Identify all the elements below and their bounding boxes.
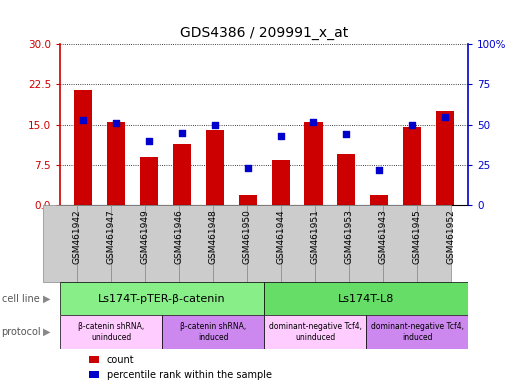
FancyBboxPatch shape [383,205,417,282]
FancyBboxPatch shape [247,205,281,282]
FancyBboxPatch shape [315,205,349,282]
Text: ▶: ▶ [43,293,51,304]
Bar [403,127,421,205]
FancyBboxPatch shape [264,315,366,349]
Text: GSM461949: GSM461949 [141,209,150,264]
Point [211,122,219,128]
Text: GSM461945: GSM461945 [413,209,422,264]
Bar [238,195,257,205]
FancyBboxPatch shape [60,315,162,349]
FancyBboxPatch shape [77,205,111,282]
Point [178,130,186,136]
Legend: count, percentile rank within the sample: count, percentile rank within the sample [85,351,276,384]
Point [79,117,87,123]
FancyBboxPatch shape [162,315,264,349]
Text: ▶: ▶ [43,327,51,337]
FancyBboxPatch shape [213,205,247,282]
FancyBboxPatch shape [417,205,451,282]
FancyBboxPatch shape [60,282,264,315]
Bar [337,154,356,205]
Bar [304,122,323,205]
FancyBboxPatch shape [43,205,77,282]
Point [145,138,153,144]
Text: cell line: cell line [2,293,39,304]
Bar [206,130,224,205]
Text: β-catenin shRNA,
induced: β-catenin shRNA, induced [180,323,246,342]
Text: GSM461943: GSM461943 [379,209,388,264]
Point [342,131,350,137]
Text: GSM461948: GSM461948 [209,209,218,264]
Point [309,119,317,125]
Bar [436,111,454,205]
Point [441,114,449,120]
FancyBboxPatch shape [111,205,145,282]
Title: GDS4386 / 209991_x_at: GDS4386 / 209991_x_at [180,26,348,40]
Point [276,133,285,139]
FancyBboxPatch shape [145,205,179,282]
Bar [271,160,290,205]
Bar [173,144,191,205]
Bar [140,157,158,205]
Text: GSM461947: GSM461947 [107,209,116,264]
FancyBboxPatch shape [179,205,213,282]
Point [408,122,416,128]
Text: dominant-negative Tcf4,
induced: dominant-negative Tcf4, induced [371,323,463,342]
Point [244,165,252,171]
Bar [107,122,125,205]
Text: GSM461950: GSM461950 [243,209,252,264]
Text: protocol: protocol [2,327,41,337]
Text: dominant-negative Tcf4,
uninduced: dominant-negative Tcf4, uninduced [269,323,361,342]
Text: GSM461952: GSM461952 [447,209,456,264]
Bar [370,195,388,205]
Text: Ls174T-L8: Ls174T-L8 [338,293,394,304]
FancyBboxPatch shape [281,205,315,282]
Bar [74,90,92,205]
Text: GSM461944: GSM461944 [277,209,286,264]
Point [375,167,383,173]
Text: Ls174T-pTER-β-catenin: Ls174T-pTER-β-catenin [98,293,226,304]
Point [112,120,120,126]
Text: GSM461942: GSM461942 [73,209,82,264]
FancyBboxPatch shape [349,205,383,282]
Text: GSM461953: GSM461953 [345,209,354,264]
Text: GSM461946: GSM461946 [175,209,184,264]
FancyBboxPatch shape [264,282,468,315]
FancyBboxPatch shape [366,315,468,349]
Text: GSM461951: GSM461951 [311,209,320,264]
Text: β-catenin shRNA,
uninduced: β-catenin shRNA, uninduced [78,323,144,342]
